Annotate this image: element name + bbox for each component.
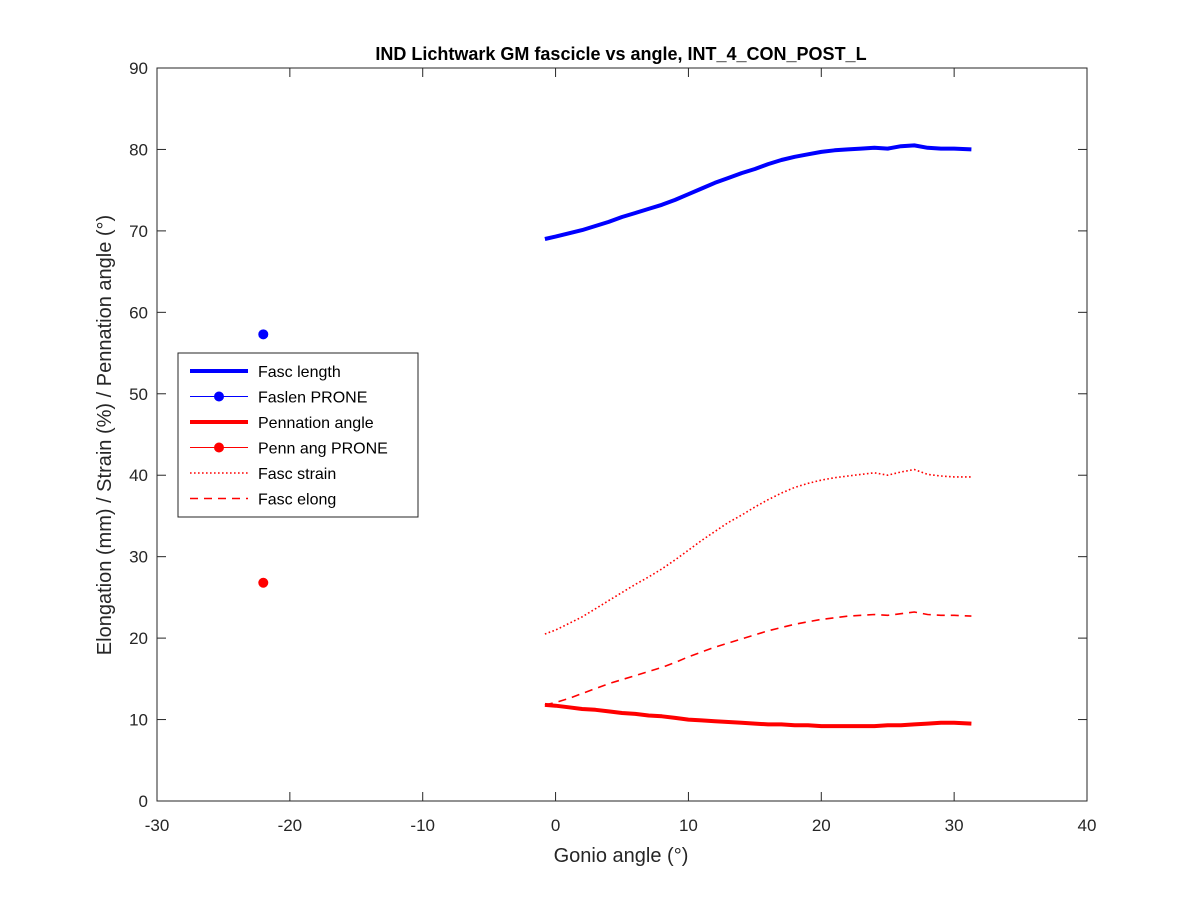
x-tick-label: -20 [278,816,303,835]
series-pennation-angle-line [544,702,972,729]
legend-entry-label: Fasc strain [258,466,336,483]
x-tick-label: 30 [945,816,964,835]
series-penn-ang-prone-point [258,577,269,588]
legend-entry-label: Pennation angle [258,415,374,432]
y-tick-label: 70 [129,222,148,241]
y-tick-label: 50 [129,385,148,404]
y-tick-label: 60 [129,303,148,322]
series-fasc-elong-line [544,611,972,706]
legend-entry-label: Fasc length [258,364,341,381]
legend-swatch-marker [214,442,224,453]
series-fasc-strain-line [544,468,972,635]
x-tick-label: -30 [145,816,170,835]
y-tick-label: 80 [129,140,148,159]
y-tick-label: 10 [129,711,148,730]
axes-box [156,67,1088,802]
legend-entry-label: Penn ang PRONE [258,441,388,458]
series-fasc-length-line [544,143,972,241]
chart-title: IND Lichtwark GM fascicle vs angle, INT_… [375,44,866,64]
x-tick-label: 0 [551,816,560,835]
y-tick-label: 0 [139,792,148,811]
x-tick-label: -10 [410,816,435,835]
y-tick-label: 30 [129,548,148,567]
legend-entry-label: Fasc elong [258,492,336,509]
x-tick-label: 20 [812,816,831,835]
legend-entry-label: Faslen PRONE [258,390,367,407]
y-axis-label: Elongation (mm) / Strain (%) / Pennation… [94,215,116,655]
plot-area: -30 -20 -10 0 10 20 30 40 0 10 20 30 40 50 60 70 80 90 [129,59,1096,835]
series-faslen-prone-point [258,329,269,340]
x-tick-label: 10 [679,816,698,835]
legend-swatch-marker [214,391,224,402]
x-axis-label: Gonio angle (°) [554,845,689,867]
legend-box [177,352,419,518]
y-tick-label: 20 [129,629,148,648]
x-tick-label: 40 [1078,816,1097,835]
legend: Fasc length Faslen PRONE Pennation angle Pe… [177,352,419,518]
y-tick-label: 90 [129,59,148,78]
y-tick-label: 40 [129,466,148,485]
